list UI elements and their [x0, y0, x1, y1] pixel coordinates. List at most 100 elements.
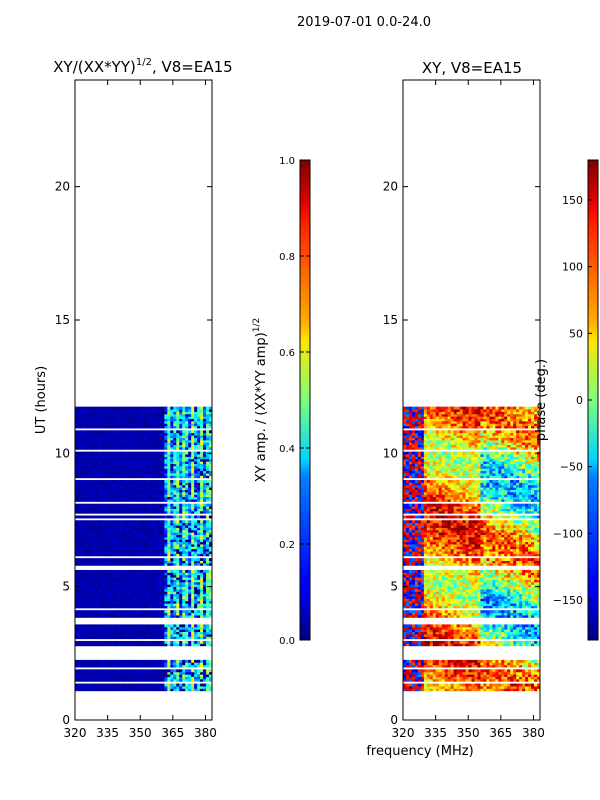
amplitude-cell [191, 671, 195, 675]
amplitude-cell [152, 539, 156, 543]
amplitude-cell [158, 508, 162, 512]
amplitude-cell [149, 598, 153, 602]
amplitude-cell [98, 548, 103, 552]
amplitude-cell [155, 494, 159, 498]
amplitude-cell [158, 442, 162, 446]
amplitude-cell [164, 435, 168, 438]
amplitude-cell [164, 529, 168, 533]
amplitude-cell [182, 480, 186, 483]
amplitude-cell [200, 461, 204, 464]
amplitude-cell [149, 439, 153, 443]
amplitude-cell [116, 586, 121, 590]
amplitude-cell [170, 560, 174, 564]
amplitude-cell [89, 600, 94, 604]
amplitude-cell [92, 520, 97, 524]
amplitude-cell [107, 480, 112, 483]
amplitude-cell [125, 553, 130, 557]
amplitude-cell [194, 482, 198, 486]
amplitude-cell [179, 451, 183, 455]
amplitude-cell [101, 548, 106, 552]
amplitude-cell [113, 525, 118, 528]
amplitude-cell [167, 662, 171, 666]
amplitude-cell [191, 454, 195, 457]
amplitude-cell [143, 498, 147, 502]
amplitude-cell [161, 614, 165, 618]
amplitude-cell [80, 529, 85, 533]
amplitude-cell [155, 498, 159, 502]
amplitude-cell [179, 494, 183, 498]
phase-cell [403, 678, 407, 682]
amplitude-cell [140, 420, 144, 424]
amplitude-cell [176, 496, 180, 500]
amplitude-cell [155, 515, 159, 519]
amplitude-cell [113, 425, 118, 429]
amplitude-cell [209, 636, 213, 640]
amplitude-cell [167, 498, 171, 502]
amplitude-cell [176, 463, 180, 467]
amplitude-cell [155, 539, 159, 543]
amplitude-cell [191, 588, 195, 592]
amplitude-cell [128, 498, 133, 502]
amplitude-cell [122, 418, 127, 422]
amplitude-cell [161, 534, 165, 538]
amplitude-cell [146, 539, 150, 543]
amplitude-cell [134, 683, 139, 687]
amplitude-cell [128, 444, 133, 448]
amplitude-cell [146, 593, 150, 597]
amplitude-cell [170, 688, 174, 692]
amplitude-cell [137, 461, 142, 464]
amplitude-cell [107, 461, 112, 464]
amplitude-cell [161, 406, 165, 410]
amplitude-cell [137, 676, 142, 680]
amplitude-cell [149, 624, 153, 628]
amplitude-cell [185, 439, 189, 443]
amplitude-cell [113, 475, 118, 479]
amplitude-cell [161, 463, 165, 467]
amplitude-cell [152, 503, 156, 507]
amplitude-cell [113, 636, 118, 640]
amplitude-cell [197, 662, 201, 666]
amplitude-cell [170, 562, 174, 566]
amplitude-cell [137, 543, 142, 547]
amplitude-cell [200, 435, 204, 438]
amplitude-cell [191, 636, 195, 640]
amplitude-cell [110, 577, 115, 580]
amplitude-cell [167, 584, 171, 588]
amplitude-cell [128, 558, 133, 561]
amplitude-cell [128, 612, 133, 616]
amplitude-cell [143, 418, 147, 422]
amplitude-cell [95, 546, 100, 550]
amplitude-cell [200, 442, 204, 446]
phase-cell [483, 688, 487, 692]
amplitude-cell [179, 432, 183, 436]
phase-cell [423, 678, 428, 682]
amplitude-cell [131, 444, 136, 448]
amplitude-cell [140, 586, 144, 590]
amplitude-cell [95, 423, 100, 427]
amplitude-cell [188, 591, 192, 595]
amplitude-cell [89, 491, 94, 495]
amplitude-cell [179, 562, 183, 566]
amplitude-cell [158, 520, 162, 524]
amplitude-cell [194, 569, 198, 573]
amplitude-cell [152, 548, 156, 552]
amplitude-cell [188, 411, 192, 415]
amplitude-cell [128, 662, 133, 666]
amplitude-cell [188, 480, 192, 483]
amplitude-cell [107, 605, 112, 609]
phase-cell [522, 683, 526, 687]
amplitude-cell [75, 551, 79, 554]
amplitude-cell [110, 532, 115, 535]
amplitude-cell [185, 480, 189, 483]
amplitude-cell [173, 572, 177, 576]
amplitude-cell [194, 475, 198, 479]
amplitude-cell [128, 416, 133, 419]
amplitude-cell [83, 558, 88, 561]
amplitude-cell [209, 480, 213, 483]
amplitude-cell [152, 593, 156, 597]
amplitude-cell [152, 506, 156, 509]
amplitude-cell [92, 610, 97, 614]
amplitude-cell [107, 496, 112, 500]
phase-cell [423, 669, 428, 673]
amplitude-cell [104, 534, 109, 538]
